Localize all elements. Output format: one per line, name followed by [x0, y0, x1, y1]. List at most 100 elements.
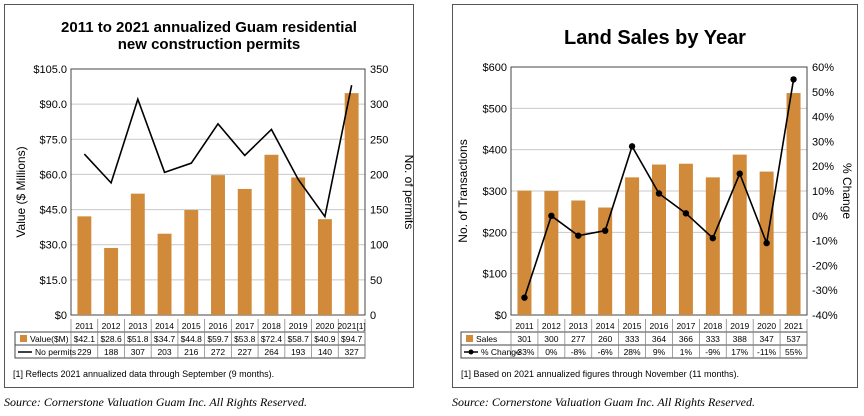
- y-axis-title: Value ($ Millions): [14, 146, 28, 237]
- data-label: -11%: [757, 347, 777, 357]
- y2-tick-label: -10%: [812, 236, 838, 248]
- y-axis-title: No. of Transactions: [456, 139, 470, 242]
- x-tick-label: 2015: [182, 321, 201, 331]
- chart-title-line-2: new construction permits: [117, 36, 301, 53]
- data-label: 9%: [653, 347, 666, 357]
- data-label: $34.7: [154, 334, 176, 344]
- x-tick-label: 2016: [650, 321, 669, 331]
- y2-tick-label: 60%: [812, 62, 834, 74]
- data-label: 140: [318, 347, 332, 357]
- line-point: [655, 190, 663, 197]
- chart-panel-permits: 2011 to 2021 annualized Guam residential…: [4, 4, 414, 388]
- y2-tick-label: 150: [370, 205, 388, 217]
- x-tick-label: 2017: [676, 321, 695, 331]
- y-tick-label: $90.0: [39, 99, 67, 111]
- y2-tick-label: 100: [370, 240, 388, 252]
- x-tick-label: 2018: [262, 321, 281, 331]
- line-point: [548, 212, 555, 219]
- x-tick-label: 2020: [315, 321, 334, 331]
- data-label: 333: [706, 334, 720, 344]
- x-tick-label: 2021[1]: [337, 321, 365, 331]
- line-point: [521, 294, 528, 301]
- y2-tick-label: 50%: [812, 87, 834, 99]
- chart-title: 2011 to 2021 annualized Guam residential…: [5, 19, 413, 53]
- line-point: [763, 239, 770, 247]
- bar: [544, 191, 559, 315]
- line-point: [790, 76, 797, 83]
- bar: [732, 154, 747, 315]
- data-label: 0%: [545, 347, 558, 357]
- x-tick-label: 2017: [235, 321, 254, 331]
- y-tick-label: $100: [483, 269, 507, 281]
- source-note: Source: Cornerstone Valuation Guam Inc. …: [452, 395, 755, 409]
- series-line: [83, 85, 353, 219]
- y2-tick-label: -30%: [812, 285, 838, 297]
- y-tick-label: $400: [483, 145, 507, 157]
- data-label: 300: [544, 334, 558, 344]
- x-tick-label: 2019: [730, 321, 749, 331]
- data-label: 188: [104, 347, 118, 357]
- y-tick-label: $75.0: [39, 134, 67, 146]
- legend-label: Value($M): [30, 334, 69, 344]
- bar: [77, 216, 92, 315]
- bar: [237, 188, 252, 315]
- legend-swatch-bars: [466, 335, 473, 342]
- land-sales-chart: $0 $100 $200 $300 $400 $500 $600 -40% -30% -20% -1…: [456, 62, 854, 359]
- data-label: 229: [77, 347, 91, 357]
- x-tick-label: 2018: [703, 321, 722, 331]
- data-label: 1%: [680, 347, 693, 357]
- chart-panel-land-sales: Land Sales by Year $0 $100 $200 $300 $400 $50…: [452, 4, 858, 388]
- bar: [517, 190, 532, 315]
- bar: [625, 177, 640, 315]
- bar: [344, 93, 359, 315]
- y2-tick-label: 0: [370, 310, 376, 322]
- bar: [157, 233, 172, 315]
- legend-label: % Change: [481, 347, 521, 357]
- chart-title-line-1: 2011 to 2021 annualized Guam residential: [61, 19, 357, 36]
- data-label: 537: [786, 334, 800, 344]
- data-label: 272: [211, 347, 225, 357]
- y2-tick-label: 300: [370, 99, 388, 111]
- bar: [786, 93, 801, 315]
- line-point: [682, 210, 690, 217]
- y2-tick-label: -40%: [812, 310, 838, 322]
- y-tick-label: $45.0: [39, 205, 67, 217]
- y2-tick-label: 30%: [812, 136, 834, 148]
- bar: [184, 210, 199, 315]
- y2-tick-label: 200: [370, 169, 388, 181]
- y2-tick-label: 250: [370, 134, 388, 146]
- data-label: 364: [652, 334, 666, 344]
- x-tick-label: 2016: [209, 321, 228, 331]
- y2-tick-label: 40%: [812, 112, 834, 124]
- bar: [678, 163, 693, 315]
- line-point: [575, 232, 582, 239]
- x-tick-label: 2011: [75, 321, 94, 331]
- line-point: [628, 143, 636, 150]
- x-tick-label: 2012: [102, 321, 121, 331]
- data-label: 193: [291, 347, 305, 357]
- chart-title: Land Sales by Year: [564, 27, 746, 49]
- data-label: 28%: [624, 347, 641, 357]
- data-label: $53.8: [234, 334, 256, 344]
- legend-marker: [468, 349, 474, 355]
- data-label: 264: [264, 347, 278, 357]
- y-tick-label: $60.0: [39, 169, 67, 181]
- bar: [211, 175, 225, 315]
- y2-tick-label: 50: [370, 275, 382, 287]
- x-tick-label: 2021: [784, 321, 803, 331]
- bar: [571, 200, 586, 315]
- data-label: 388: [733, 334, 747, 344]
- y-tick-label: $500: [483, 103, 507, 115]
- y2-tick-label: 10%: [812, 186, 834, 198]
- bar: [104, 247, 119, 315]
- data-label: 216: [184, 347, 198, 357]
- x-tick-label: 2011: [515, 321, 534, 331]
- y2-axis-title: No. of permits: [402, 155, 413, 230]
- data-label: 333: [625, 334, 639, 344]
- y-tick-label: $200: [483, 227, 507, 239]
- data-label: $59.7: [207, 334, 229, 344]
- y-tick-label: $105.0: [33, 64, 67, 76]
- y2-tick-label: -20%: [812, 260, 838, 272]
- bar: [130, 193, 145, 315]
- y2-tick-label: 20%: [812, 161, 834, 173]
